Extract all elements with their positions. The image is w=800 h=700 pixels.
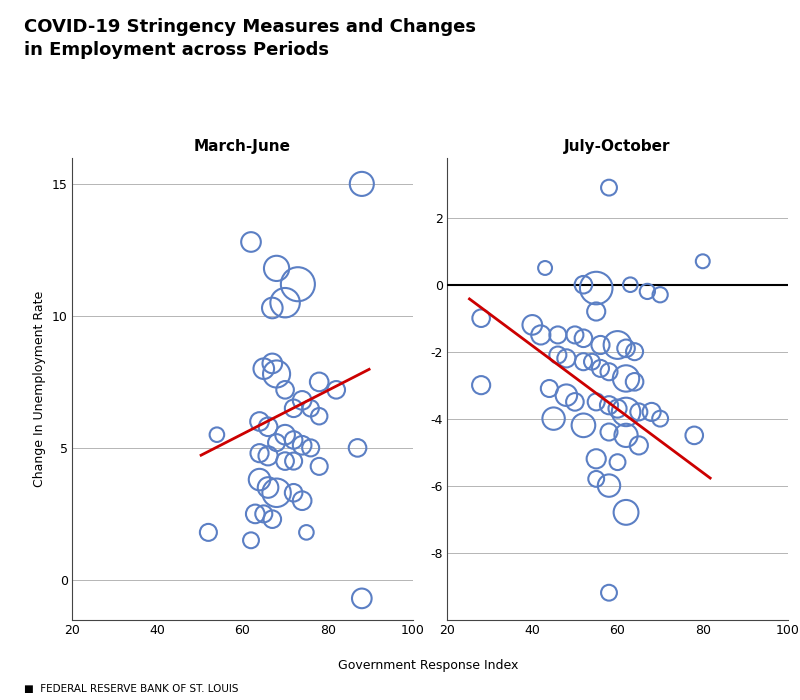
Point — [611, 340, 624, 351]
Text: Government Response Index: Government Response Index — [338, 659, 518, 672]
Point — [249, 508, 262, 519]
Point — [330, 384, 342, 395]
Point — [355, 593, 368, 604]
Point — [245, 237, 258, 248]
Point — [538, 262, 551, 274]
Point — [266, 358, 278, 369]
Point — [611, 403, 624, 414]
Point — [641, 286, 654, 297]
Point — [586, 356, 598, 368]
Point — [253, 447, 266, 458]
Point — [262, 421, 274, 433]
Point — [202, 527, 214, 538]
Point — [602, 480, 615, 491]
Point — [577, 420, 590, 431]
Point — [602, 587, 615, 598]
Point — [245, 535, 258, 546]
Point — [602, 426, 615, 438]
Point — [547, 413, 560, 424]
Point — [560, 353, 573, 364]
Point — [569, 329, 582, 340]
Point — [313, 377, 326, 388]
Point — [287, 456, 300, 467]
Point — [633, 440, 646, 451]
Point — [355, 178, 368, 190]
Point — [313, 461, 326, 472]
Point — [620, 507, 633, 518]
Point — [313, 411, 326, 422]
Point — [291, 279, 304, 290]
Point — [594, 363, 607, 374]
Point — [633, 406, 646, 417]
Point — [296, 495, 309, 506]
Point — [270, 487, 283, 498]
Point — [304, 402, 317, 414]
Point — [590, 473, 602, 484]
Point — [287, 435, 300, 446]
Point — [560, 390, 573, 401]
Point — [262, 450, 274, 461]
Point — [577, 332, 590, 344]
Point — [474, 313, 487, 324]
Point — [266, 302, 278, 314]
Point — [577, 279, 590, 290]
Point — [590, 396, 602, 407]
Point — [611, 456, 624, 468]
Point — [253, 416, 266, 427]
Point — [620, 343, 633, 354]
Point — [300, 527, 313, 538]
Point — [534, 329, 547, 340]
Point — [296, 395, 309, 406]
Point — [258, 508, 270, 519]
Point — [602, 182, 615, 193]
Text: COVID-19 Stringency Measures and Changes
in Employment across Periods: COVID-19 Stringency Measures and Changes… — [24, 18, 476, 59]
Point — [628, 346, 641, 357]
Point — [210, 429, 223, 440]
Point — [474, 379, 487, 391]
Text: ■  FEDERAL RESERVE BANK OF ST. LOUIS: ■ FEDERAL RESERVE BANK OF ST. LOUIS — [24, 685, 238, 694]
Point — [624, 279, 637, 290]
Point — [258, 363, 270, 374]
Point — [278, 456, 291, 467]
Point — [602, 366, 615, 377]
Point — [620, 430, 633, 441]
Point — [590, 283, 602, 294]
Point — [278, 384, 291, 395]
Point — [577, 356, 590, 368]
Y-axis label: Change In Unemployment Rate: Change In Unemployment Rate — [34, 290, 46, 486]
Title: March-June: March-June — [194, 139, 291, 153]
Point — [594, 340, 607, 351]
Point — [287, 487, 300, 498]
Point — [266, 514, 278, 525]
Point — [590, 453, 602, 464]
Point — [628, 376, 641, 387]
Point — [543, 383, 556, 394]
Point — [304, 442, 317, 454]
Title: July-October: July-October — [564, 139, 670, 153]
Point — [270, 437, 283, 448]
Point — [270, 368, 283, 379]
Point — [253, 474, 266, 485]
Point — [551, 349, 564, 360]
Point — [620, 373, 633, 384]
Point — [654, 289, 666, 300]
Point — [270, 262, 283, 274]
Point — [688, 430, 701, 441]
Point — [278, 429, 291, 440]
Point — [654, 413, 666, 424]
Point — [296, 440, 309, 451]
Point — [551, 329, 564, 340]
Point — [602, 400, 615, 411]
Point — [620, 406, 633, 417]
Point — [278, 297, 291, 308]
Point — [696, 256, 709, 267]
Point — [590, 306, 602, 317]
Point — [569, 396, 582, 407]
Point — [287, 402, 300, 414]
Point — [526, 319, 538, 330]
Point — [646, 406, 658, 417]
Point — [262, 482, 274, 493]
Point — [351, 442, 364, 454]
